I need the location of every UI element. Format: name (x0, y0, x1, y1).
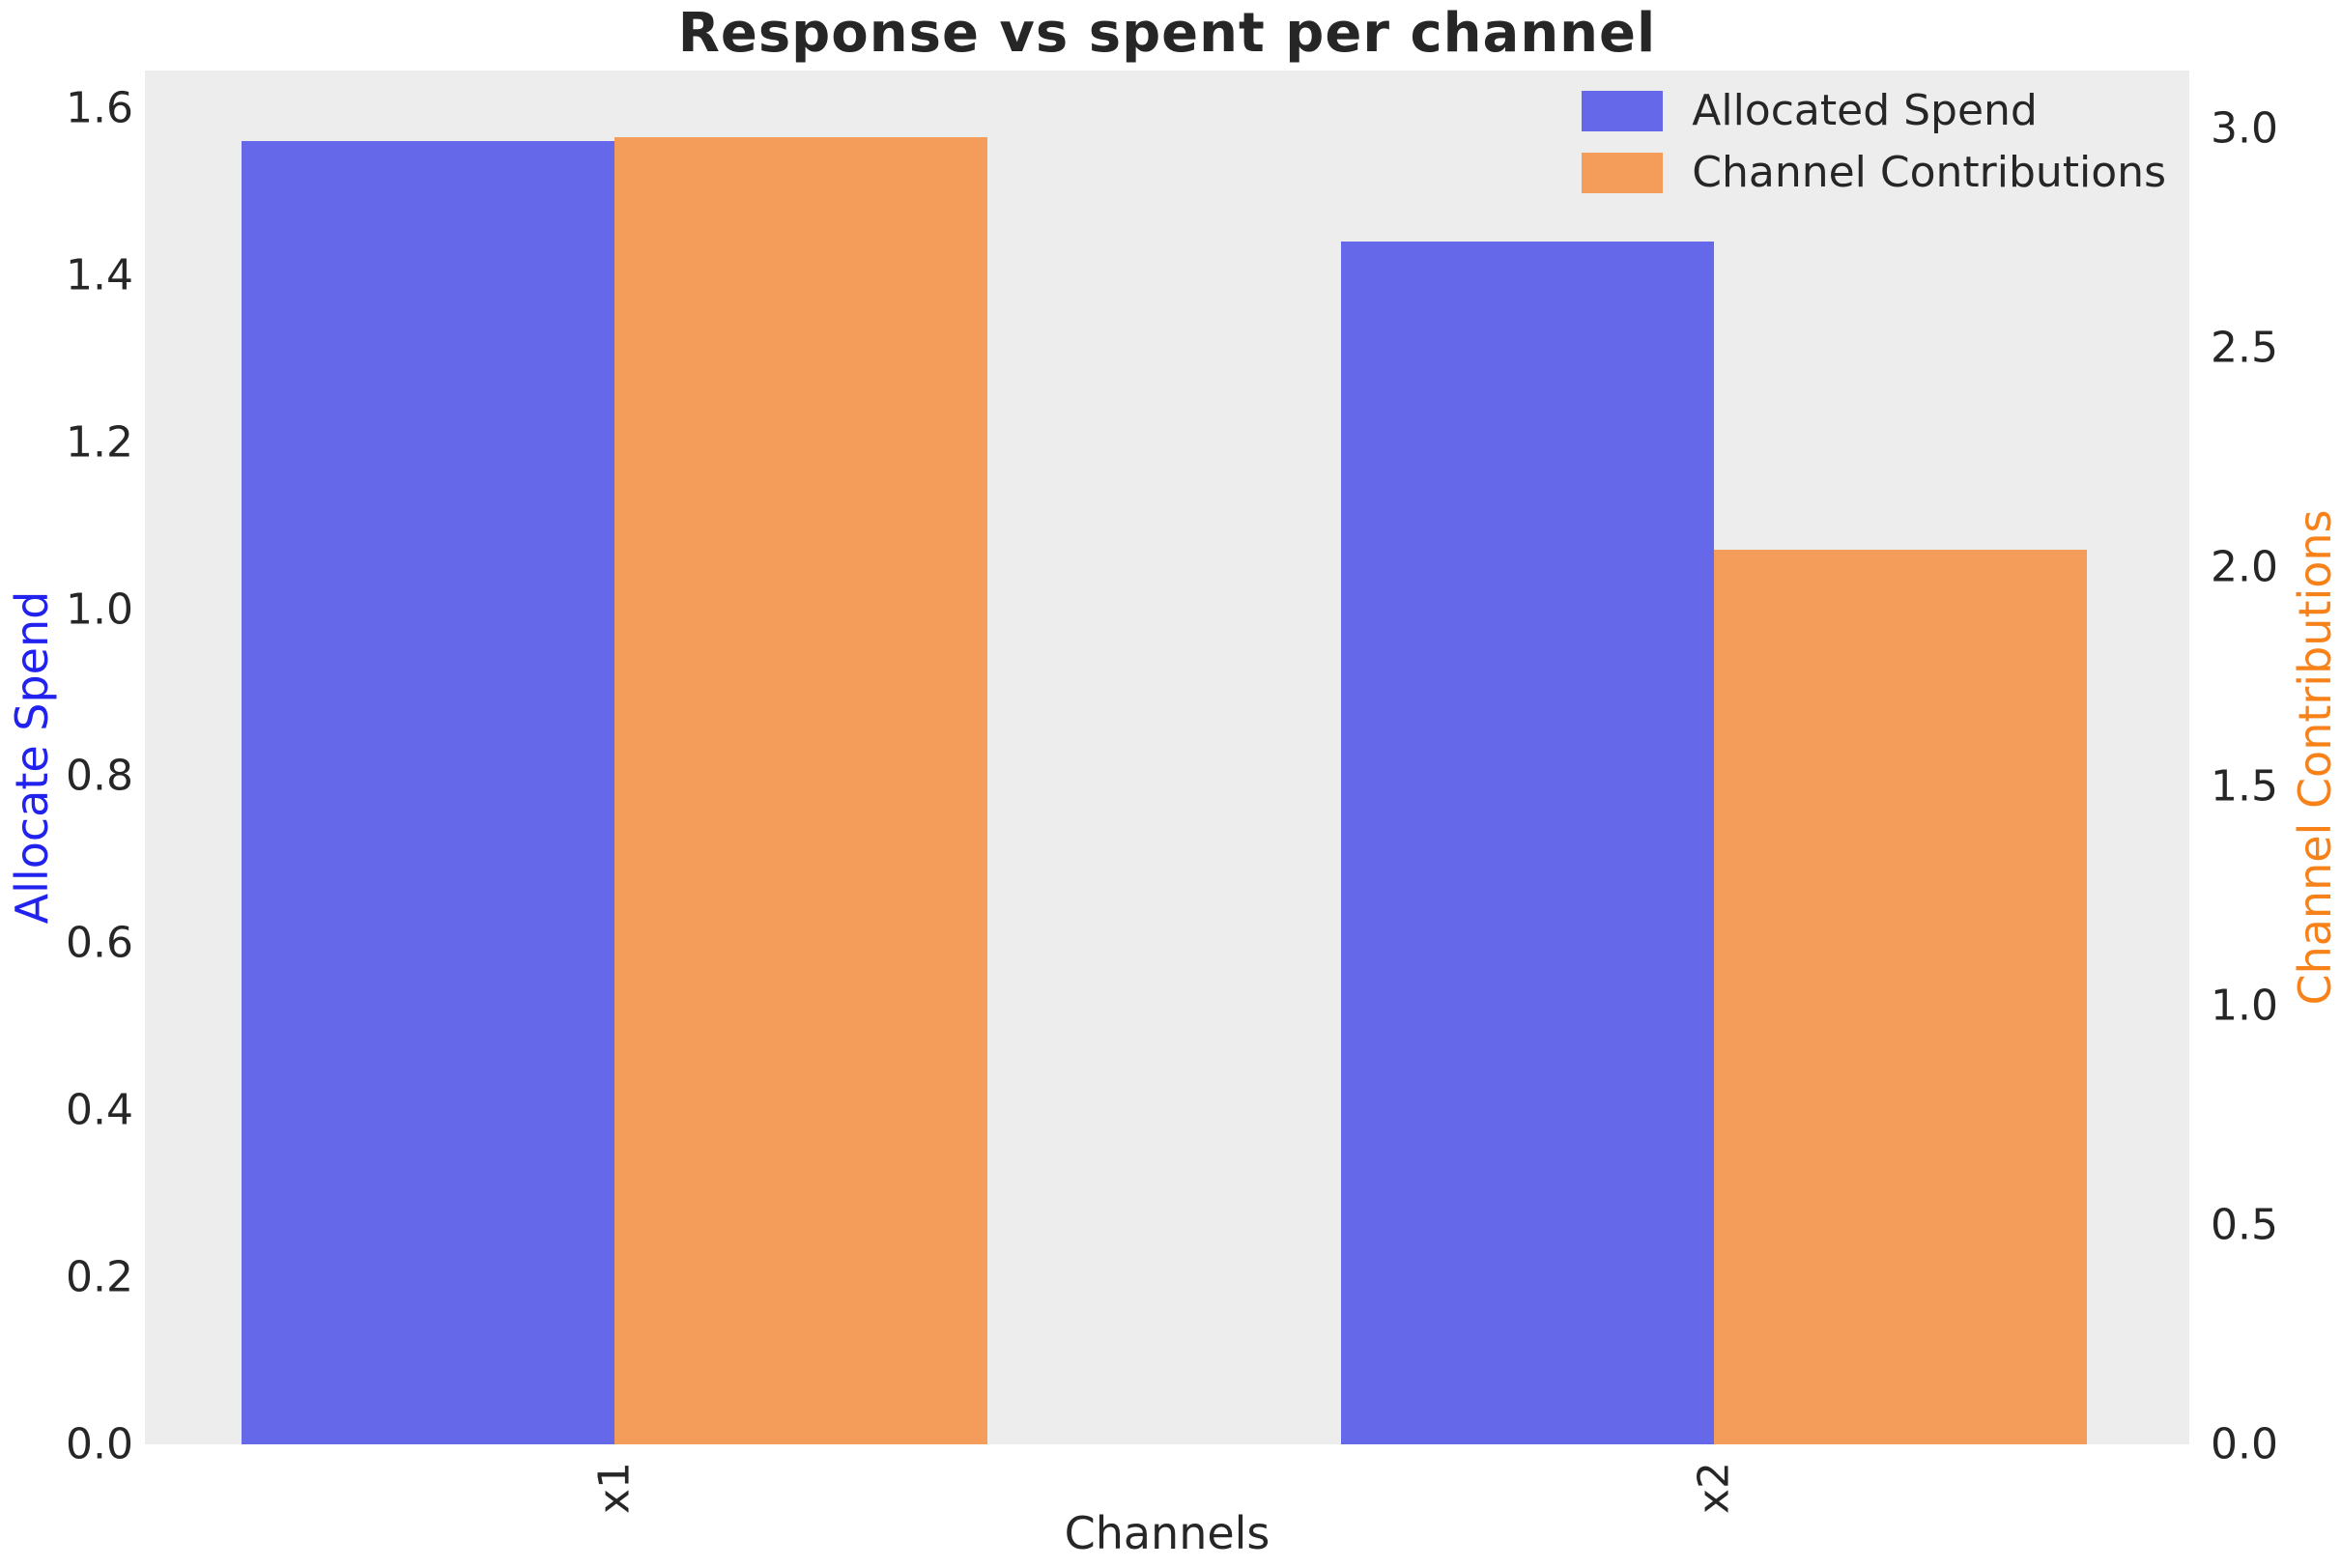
ytick-right-1.5: 1.5 (2211, 761, 2278, 812)
bar-allocated-spend-x2 (1341, 242, 1715, 1444)
ytick-left-1.2: 1.2 (66, 417, 133, 468)
bar-channel-contributions-x2 (1714, 550, 2087, 1444)
legend-swatch-channel-contributions (1582, 152, 1664, 193)
ytick-left-1.0: 1.0 (66, 584, 133, 635)
legend-item-allocated-spend: Allocated Spend (1582, 86, 2166, 135)
ytick-left-0.0: 0.0 (66, 1419, 133, 1469)
chart-title: Response vs spent per channel (677, 2, 1657, 65)
ytick-left-0.8: 0.8 (66, 751, 133, 801)
ytick-right-2.5: 2.5 (2211, 323, 2278, 373)
ytick-left-1.6: 1.6 (66, 83, 133, 133)
ytick-right-1.0: 1.0 (2211, 981, 2278, 1031)
legend-label-channel-contributions: Channel Contributions (1692, 148, 2166, 197)
legend-label-allocated-spend: Allocated Spend (1692, 86, 2038, 135)
ytick-right-0.0: 0.0 (2211, 1419, 2278, 1469)
ytick-left-0.2: 0.2 (66, 1252, 133, 1302)
legend: Allocated Spend Channel Contributions (1582, 86, 2166, 197)
x-axis-label: Channels (1064, 1507, 1270, 1559)
bar-channel-contributions-x1 (614, 137, 987, 1444)
ytick-left-0.4: 0.4 (66, 1085, 133, 1135)
xtick-x2: x2 (1689, 1461, 1739, 1515)
xtick-x1: x1 (589, 1461, 640, 1515)
legend-item-channel-contributions: Channel Contributions (1582, 148, 2166, 197)
ytick-left-0.6: 0.6 (66, 918, 133, 968)
y-axis-label-left: Allocate Spend (6, 590, 58, 925)
plot-area: Allocated Spend Channel Contributions (145, 71, 2189, 1444)
ytick-right-0.5: 0.5 (2211, 1200, 2278, 1250)
bar-allocated-spend-x1 (242, 141, 615, 1444)
legend-swatch-allocated-spend (1582, 90, 1664, 131)
ytick-left-1.4: 1.4 (66, 250, 133, 300)
ytick-right-3.0: 3.0 (2211, 103, 2278, 154)
y-axis-label-right: Channel Contributions (2289, 509, 2341, 1006)
ytick-right-2.0: 2.0 (2211, 542, 2278, 592)
